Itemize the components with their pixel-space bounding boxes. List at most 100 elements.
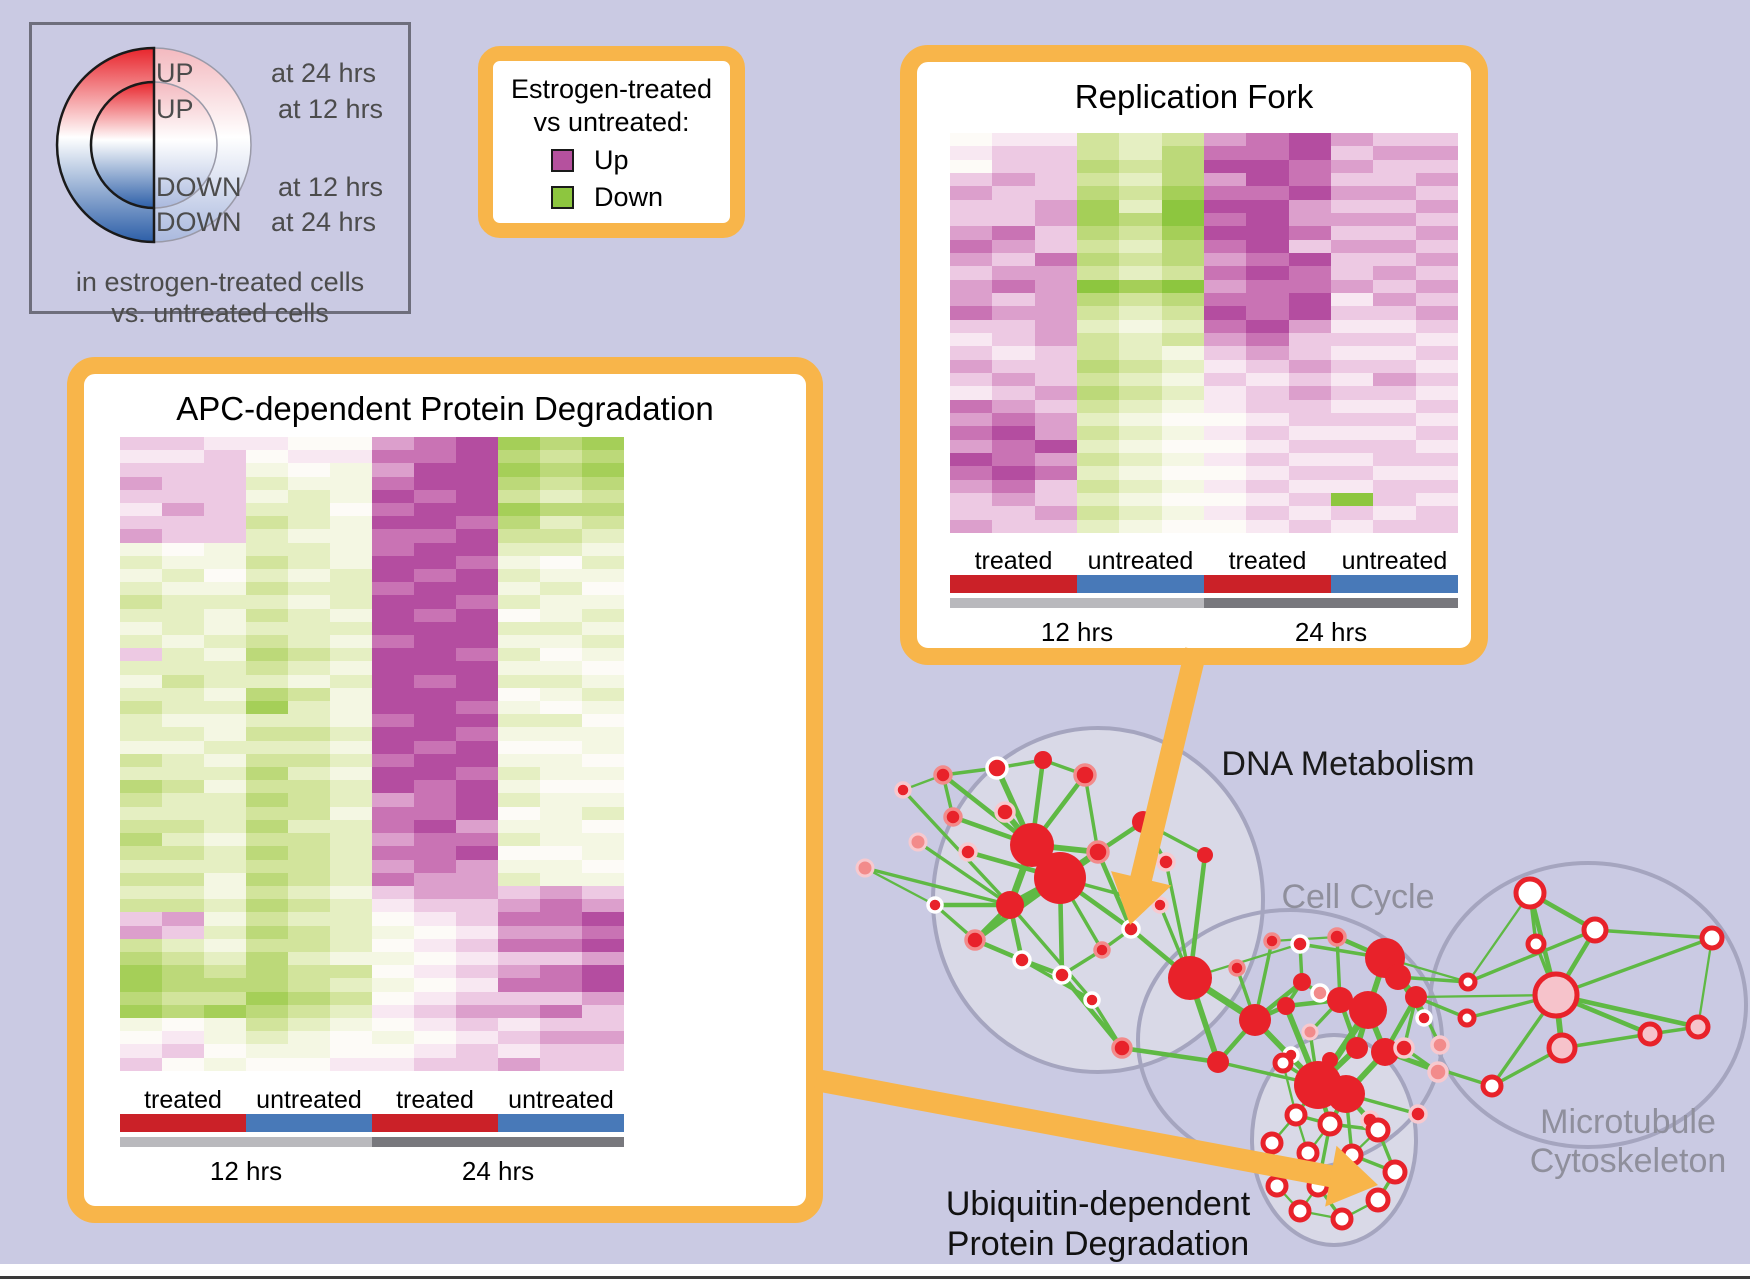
inner-left-half [89, 80, 156, 210]
heatmap-cell [414, 608, 456, 622]
heatmap-cell [204, 542, 246, 556]
heatmap-cell [582, 938, 624, 952]
heatmap-cell [414, 938, 456, 952]
cluster-label: Microtubule [1540, 1103, 1716, 1141]
heatmap-cell [540, 978, 582, 992]
heatmap-cell [1076, 346, 1120, 360]
network-edge [1593, 928, 1714, 940]
heatmap-cell [288, 978, 330, 992]
heatmap-cell [1415, 319, 1458, 333]
heatmap-cell [498, 582, 540, 596]
heatmap-cell [1246, 412, 1289, 427]
heatmap-cell [1330, 292, 1374, 307]
heatmap-cell [246, 1031, 288, 1045]
heatmap-cell [1373, 239, 1416, 253]
heatmap-cell [498, 503, 540, 517]
heatmap-cell [1288, 292, 1331, 307]
heatmap-cell [288, 912, 330, 926]
heatmap-cell [456, 503, 498, 517]
heatmap-cell [1119, 439, 1162, 453]
heatmap-cell [330, 595, 372, 609]
heatmap-cell [456, 555, 498, 570]
heatmap-cell [950, 159, 993, 173]
heatmap-cell [992, 146, 1035, 160]
heatmap-cell [1119, 399, 1162, 413]
up-12-label: UP [156, 94, 194, 124]
heatmap-cell [204, 846, 246, 860]
heatmap-cell [162, 780, 204, 794]
heatmap-cell [1373, 332, 1416, 347]
heatmap-cell [1288, 452, 1331, 467]
heatmap-cell [498, 925, 540, 939]
heatmap-cell [1373, 252, 1416, 267]
heatmap-cell [1246, 172, 1289, 187]
heatmap-cell [1034, 266, 1077, 280]
heatmap-cell [372, 793, 414, 807]
heatmap-cell [1288, 319, 1331, 333]
network-edge [1083, 773, 1100, 854]
heatmap-cell [162, 767, 204, 781]
heatmap-cell [950, 359, 993, 373]
heatmap-cell [162, 516, 204, 530]
heatmap-cell [950, 292, 993, 307]
heatmap-cell [992, 372, 1035, 387]
heatmap-cell [498, 463, 540, 477]
estrogen-legend-box: Estrogen-treated vs untreated: Up Down [478, 46, 745, 238]
heatmap-cell [288, 1057, 330, 1071]
heatmap-cell [540, 991, 582, 1005]
heatmap-cell [246, 450, 288, 464]
heatmap-cell [456, 674, 498, 688]
heatmap-cell [162, 503, 204, 517]
heatmap-row [120, 780, 624, 794]
replication-fork-panel: Replication Fork treated untreated treat… [900, 45, 1488, 665]
heatmap-cell [288, 608, 330, 622]
heatmap-cell [540, 1044, 582, 1058]
heatmap-cell [1373, 399, 1416, 413]
heatmap-cell [1203, 359, 1247, 373]
heatmap-cell [204, 753, 246, 768]
heatmap-cell [456, 753, 498, 768]
heatmap-cell [456, 951, 498, 966]
heatmap-cell [498, 1017, 540, 1032]
heatmap-row [950, 226, 1458, 240]
heatmap-cell [1288, 226, 1331, 240]
heatmap-row [950, 466, 1458, 480]
network-node [1546, 1032, 1578, 1064]
heatmap-cell [204, 582, 246, 596]
heatmap-cell [162, 674, 204, 688]
network-edge [1119, 1045, 1221, 1065]
heatmap-cell [456, 450, 498, 464]
heatmap-cell [582, 1004, 624, 1018]
heatmap-cell [330, 661, 372, 675]
estrogen-legend-title-2: vs untreated: [533, 107, 690, 137]
heatmap-cell [950, 199, 993, 213]
heatmap-cell [246, 819, 288, 834]
heatmap-cell [1288, 492, 1331, 507]
heatmap-cell [1373, 386, 1416, 400]
heatmap-cell [414, 1057, 456, 1071]
heatmap-cell [950, 226, 993, 240]
heatmap-cell [414, 595, 456, 609]
heatmap-cell [456, 965, 498, 979]
up-24-label: UP [156, 58, 194, 88]
heatmap-cell [1373, 346, 1416, 360]
heatmap-cell [162, 701, 204, 715]
heatmap-cell [120, 859, 162, 873]
heatmap-cell [414, 476, 456, 490]
heatmap-cell [1203, 252, 1247, 267]
network-node [1207, 1051, 1229, 1073]
heatmap-cell [120, 582, 162, 596]
heatmap-cell [162, 1017, 204, 1032]
apc-group-label-2: untreated [256, 1086, 362, 1114]
heatmap-cell [1161, 319, 1204, 333]
heatmap-cell [414, 833, 456, 847]
heatmap-cell [330, 727, 372, 741]
heatmap-cell [1246, 452, 1289, 467]
heatmap-cell [330, 806, 372, 820]
heatmap-cell [120, 701, 162, 715]
heatmap-cell [1415, 332, 1458, 347]
heatmap-cell [372, 1004, 414, 1018]
heatmap-cell [540, 714, 582, 728]
network-node [1327, 927, 1347, 947]
heatmap-cell [950, 492, 993, 507]
